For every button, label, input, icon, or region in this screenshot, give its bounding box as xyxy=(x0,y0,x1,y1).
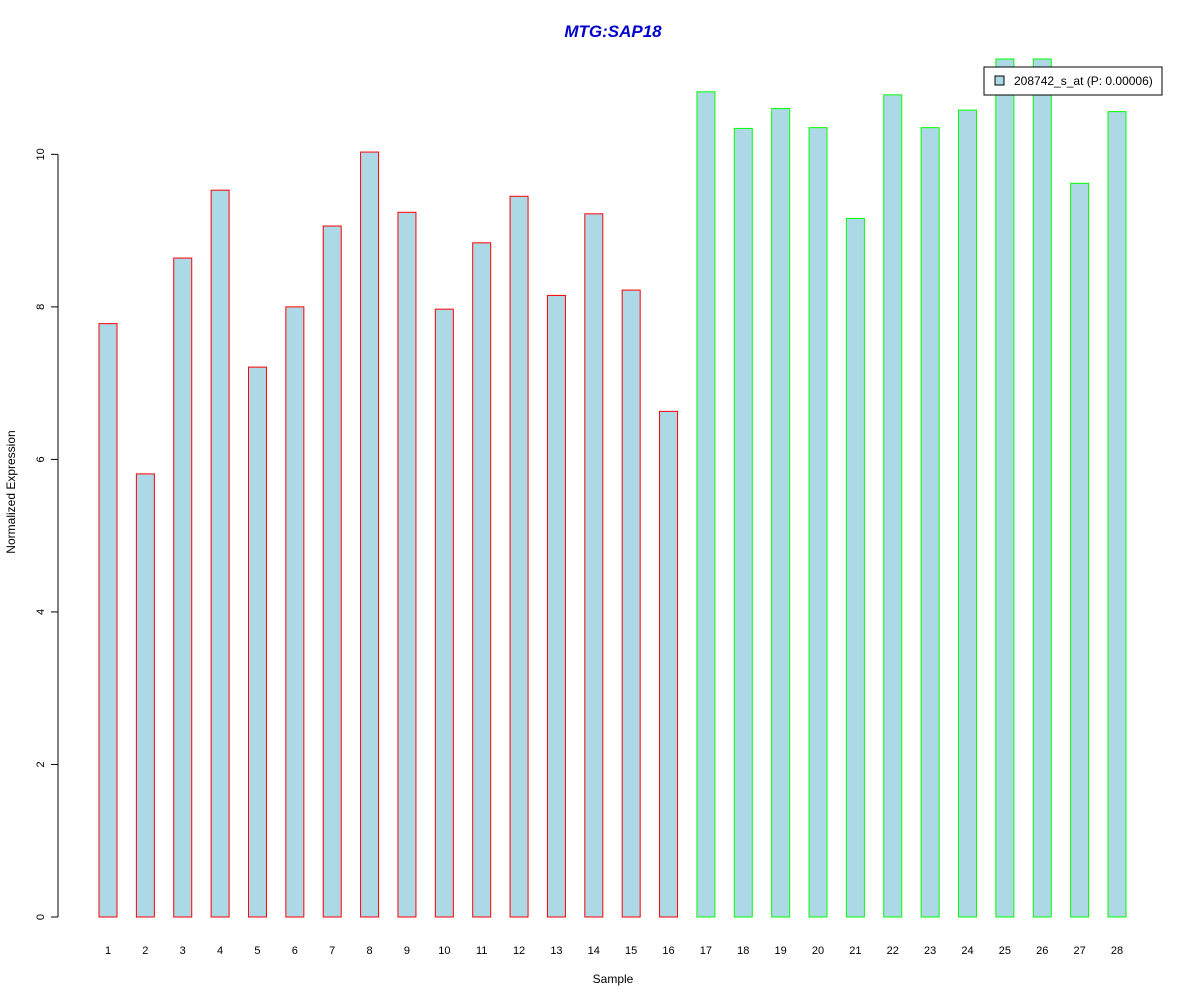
x-tick-labels: 1 2 3 4 5 6 7 8 9 10 11 12 13 14 15 16 17 18 19 20 21 22 23 24 2… xyxy=(105,945,1123,957)
bar-sample-11 xyxy=(472,242,492,918)
x-tick-label: 6 xyxy=(292,945,298,957)
bar-sample-19 xyxy=(771,108,791,918)
y-axis: 0 2 4 6 8 10 xyxy=(35,148,59,920)
x-tick-label: 11 xyxy=(476,945,487,957)
chart-title: MTG:SAP18 xyxy=(564,22,662,41)
legend: 208742_s_at (P: 0.00006) xyxy=(983,66,1163,96)
x-tick-label: 4 xyxy=(217,945,223,957)
bar-sample-7 xyxy=(322,225,342,918)
bar-sample-3 xyxy=(173,257,193,918)
legend-box xyxy=(983,66,1163,96)
x-tick-label: 1 xyxy=(105,945,111,957)
x-tick-label: 2 xyxy=(142,945,148,957)
x-tick-label: 24 xyxy=(961,945,973,957)
bar-sample-18 xyxy=(733,127,753,918)
x-tick-label: 8 xyxy=(367,945,373,957)
x-axis-label: Sample xyxy=(593,972,634,986)
y-tick-label: 8 xyxy=(35,304,47,310)
y-tick-label: 4 xyxy=(35,609,47,615)
x-tick-label: 5 xyxy=(254,945,260,957)
bar-sample-4 xyxy=(210,189,230,918)
x-tick-label: 12 xyxy=(513,945,525,957)
bars-group xyxy=(98,58,1127,918)
y-axis-label: Normalized Expression xyxy=(4,430,18,553)
bar-sample-15 xyxy=(621,289,641,918)
bar-sample-27 xyxy=(1070,182,1090,918)
bar-sample-22 xyxy=(883,94,903,918)
bar-sample-8 xyxy=(360,151,380,918)
bar-sample-16 xyxy=(659,410,679,918)
y-tick-label: 0 xyxy=(35,914,47,920)
x-tick-label: 3 xyxy=(180,945,186,957)
bar-sample-17 xyxy=(696,91,716,918)
bar-sample-21 xyxy=(845,217,865,918)
bar-sample-26 xyxy=(1032,58,1052,918)
legend-swatch xyxy=(994,75,1005,86)
bar-sample-23 xyxy=(920,127,940,918)
x-tick-label: 27 xyxy=(1073,945,1085,957)
y-tick-label: 6 xyxy=(35,456,47,462)
x-tick-label: 7 xyxy=(329,945,335,957)
x-tick-label: 22 xyxy=(887,945,899,957)
y-tick-label: 2 xyxy=(35,761,47,767)
bar-sample-28 xyxy=(1107,111,1127,918)
x-tick-label: 26 xyxy=(1036,945,1048,957)
x-tick-label: 16 xyxy=(662,945,674,957)
legend-entry: 208742_s_at (P: 0.00006) xyxy=(1014,74,1153,88)
bar-sample-1 xyxy=(98,323,118,918)
bar-sample-25 xyxy=(995,58,1015,918)
bar-sample-10 xyxy=(434,308,454,918)
x-tick-label: 9 xyxy=(404,945,410,957)
x-tick-label: 13 xyxy=(550,945,562,957)
bar-sample-12 xyxy=(509,195,529,918)
x-tick-label: 18 xyxy=(737,945,749,957)
bar-sample-6 xyxy=(285,306,305,918)
bar-sample-24 xyxy=(958,109,978,918)
x-tick-label: 19 xyxy=(775,945,787,957)
bar-sample-9 xyxy=(397,211,417,918)
x-tick-label: 10 xyxy=(438,945,450,957)
x-tick-label: 23 xyxy=(924,945,936,957)
y-tick-label: 10 xyxy=(35,148,47,160)
bar-sample-13 xyxy=(546,294,566,918)
bar-sample-20 xyxy=(808,127,828,918)
x-tick-label: 14 xyxy=(588,945,600,957)
x-tick-label: 25 xyxy=(999,945,1011,957)
x-tick-label: 17 xyxy=(700,945,712,957)
x-tick-label: 28 xyxy=(1111,945,1123,957)
bar-sample-14 xyxy=(584,213,604,918)
bar-sample-2 xyxy=(135,473,155,918)
bar-sample-5 xyxy=(247,366,267,918)
x-tick-label: 15 xyxy=(625,945,637,957)
x-tick-label: 20 xyxy=(812,945,824,957)
x-tick-label: 21 xyxy=(849,945,861,957)
